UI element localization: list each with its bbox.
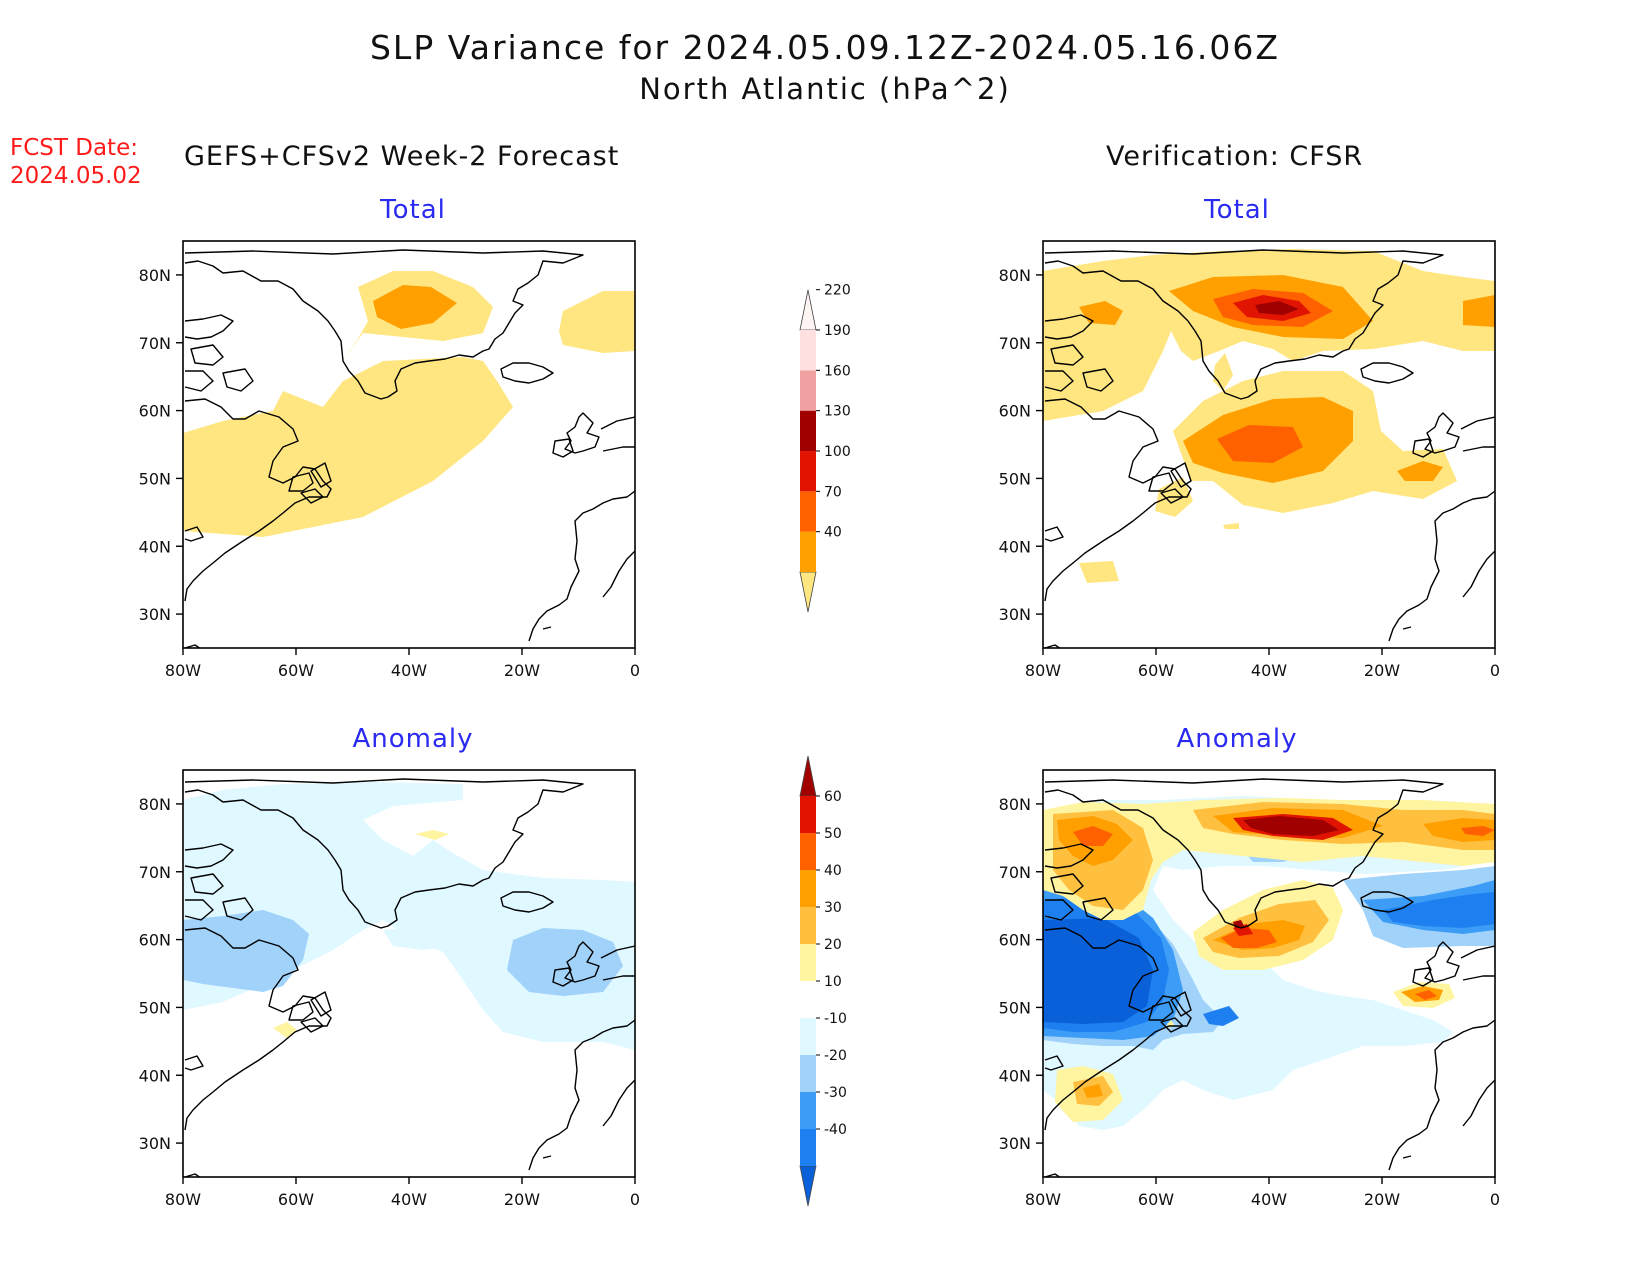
total-colorbar-label: 100 — [824, 444, 851, 460]
anomaly-colorbar-label: 20 — [824, 937, 842, 953]
total-colorbar-swatch — [800, 451, 816, 492]
anomaly-colorbar-lower-extension — [799, 1165, 817, 1207]
anomaly-colorbar-swatch — [800, 796, 816, 833]
anomaly-colorbar-swatch — [800, 944, 816, 981]
lon-tick-label-verification-anomaly: 60W — [1138, 1190, 1174, 1209]
total-colorbar-swatch — [800, 370, 816, 411]
lat-tick-label-verification-anomaly: 30N — [999, 1134, 1031, 1153]
anomaly-colorbar-label: 30 — [824, 900, 842, 916]
lon-tick-label-forecast-anomaly: 0 — [630, 1190, 640, 1209]
total-colorbar-swatch — [800, 410, 816, 451]
lat-tick-label-forecast-total: 60N — [139, 402, 171, 421]
anomaly-colorbar-swatch — [800, 981, 816, 1018]
page-title: SLP Variance for 2024.05.09.12Z-2024.05.… — [369, 28, 1281, 67]
lon-tick-label-verification-anomaly: 40W — [1251, 1190, 1287, 1209]
lon-tick-label-forecast-total: 60W — [278, 661, 314, 680]
total-colorbar-label: 40 — [824, 525, 842, 541]
anomaly-colorbar-label: -40 — [824, 1122, 847, 1138]
forecast-date-value: 2024.05.02 — [10, 163, 142, 189]
total-colorbar-upper-extension — [799, 289, 817, 331]
total-colorbar-lower-extension — [799, 571, 817, 613]
forecast-total-title: Total — [380, 195, 446, 225]
forecast-column-heading: GEFS+CFSv2 Week-2 Forecast — [184, 141, 620, 172]
map-panel-verification-total — [1042, 240, 1496, 649]
anomaly-colorbar-swatch — [800, 1018, 816, 1055]
forecast-anomaly-title: Anomaly — [352, 724, 474, 754]
anomaly-colorbar-label: 40 — [824, 863, 842, 879]
lon-tick-label-forecast-anomaly: 20W — [504, 1190, 540, 1209]
lat-tick-label-verification-total: 40N — [999, 537, 1031, 556]
lon-tick-label-forecast-anomaly: 80W — [165, 1190, 201, 1209]
anomaly-colorbar-swatch — [800, 1092, 816, 1129]
lat-tick-label-verification-anomaly: 80N — [999, 795, 1031, 814]
page-subtitle: North Atlantic (hPa^2) — [639, 72, 1011, 106]
anomaly-colorbar-label: 50 — [824, 826, 842, 842]
lat-tick-label-verification-total: 50N — [999, 469, 1031, 488]
lat-tick-label-forecast-total: 70N — [139, 334, 171, 353]
anomaly-colorbar-label: 60 — [824, 789, 842, 805]
forecast-date-label: FCST Date: — [10, 135, 138, 161]
lat-tick-label-forecast-anomaly: 70N — [139, 863, 171, 882]
lat-tick-label-forecast-anomaly: 60N — [139, 931, 171, 950]
lon-tick-label-forecast-total: 20W — [504, 661, 540, 680]
lat-tick-label-forecast-total: 40N — [139, 537, 171, 556]
forecast-date-block: FCST Date: 2024.05.02 — [10, 134, 142, 190]
lon-tick-label-verification-total: 0 — [1490, 661, 1500, 680]
lon-tick-label-verification-total: 60W — [1138, 661, 1174, 680]
lat-tick-label-verification-total: 80N — [999, 266, 1031, 285]
lat-tick-label-forecast-total: 50N — [139, 469, 171, 488]
lat-tick-label-verification-anomaly: 40N — [999, 1066, 1031, 1085]
lon-tick-label-forecast-total: 40W — [391, 661, 427, 680]
total-colorbar-swatch — [800, 491, 816, 532]
lat-tick-label-verification-total: 70N — [999, 334, 1031, 353]
total-colorbar-swatch — [800, 330, 816, 371]
map-panel-forecast-anomaly — [182, 769, 636, 1178]
anomaly-colorbar-swatch — [800, 870, 816, 907]
lat-tick-label-forecast-anomaly: 50N — [139, 998, 171, 1017]
map-panel-forecast-total — [182, 240, 636, 649]
lat-tick-label-forecast-total: 30N — [139, 605, 171, 624]
verification-anomaly-title: Anomaly — [1176, 724, 1298, 754]
lon-tick-label-verification-anomaly: 80W — [1025, 1190, 1061, 1209]
anomaly-colorbar-label: -20 — [824, 1048, 847, 1064]
lat-tick-label-verification-anomaly: 50N — [999, 998, 1031, 1017]
lat-tick-label-forecast-anomaly: 30N — [139, 1134, 171, 1153]
lat-tick-label-verification-total: 30N — [999, 605, 1031, 624]
lat-tick-label-verification-total: 60N — [999, 402, 1031, 421]
colorbar-layer: 40 70 100 130 160 190 220 -40 -30 -20 -10 10 20 30 40 5… — [799, 283, 851, 1207]
total-colorbar-label: 160 — [824, 363, 851, 379]
lon-tick-label-verification-total: 80W — [1025, 661, 1061, 680]
lat-tick-label-verification-anomaly: 70N — [999, 863, 1031, 882]
total-colorbar-swatch — [800, 531, 816, 572]
map-panel-verification-anomaly — [1042, 769, 1496, 1178]
axes-layer: 80W 60W 40W 20W 0 80N 70N 60N 50N 40N 30N 80W 60W 40W… — [139, 266, 1500, 1209]
anomaly-colorbar-swatch — [800, 833, 816, 870]
lon-tick-label-forecast-total: 80W — [165, 661, 201, 680]
lon-tick-label-verification-anomaly: 0 — [1490, 1190, 1500, 1209]
lon-tick-label-forecast-total: 0 — [630, 661, 640, 680]
lon-tick-label-verification-total: 40W — [1251, 661, 1287, 680]
anomaly-colorbar-swatch — [800, 1129, 816, 1166]
anomaly-colorbar-label: -30 — [824, 1085, 847, 1101]
verification-column-heading: Verification: CFSR — [1106, 141, 1364, 172]
lat-tick-label-verification-anomaly: 60N — [999, 931, 1031, 950]
total-colorbar-label: 190 — [824, 323, 851, 339]
total-colorbar-label: 70 — [824, 484, 842, 500]
anomaly-colorbar-label: -10 — [824, 1011, 847, 1027]
anomaly-colorbar-upper-extension — [799, 755, 817, 797]
lon-tick-label-verification-anomaly: 20W — [1364, 1190, 1400, 1209]
anomaly-colorbar-label: 10 — [824, 974, 842, 990]
lon-tick-label-forecast-anomaly: 60W — [278, 1190, 314, 1209]
lat-tick-label-forecast-total: 80N — [139, 266, 171, 285]
verification-total-title: Total — [1204, 195, 1270, 225]
anomaly-colorbar-swatch — [800, 907, 816, 944]
lon-tick-label-forecast-anomaly: 40W — [391, 1190, 427, 1209]
lat-tick-label-forecast-anomaly: 80N — [139, 795, 171, 814]
anomaly-colorbar-swatch — [800, 1055, 816, 1092]
total-colorbar-label: 220 — [824, 283, 851, 299]
total-colorbar-label: 130 — [824, 404, 851, 420]
lon-tick-label-verification-total: 20W — [1364, 661, 1400, 680]
lat-tick-label-forecast-anomaly: 40N — [139, 1066, 171, 1085]
